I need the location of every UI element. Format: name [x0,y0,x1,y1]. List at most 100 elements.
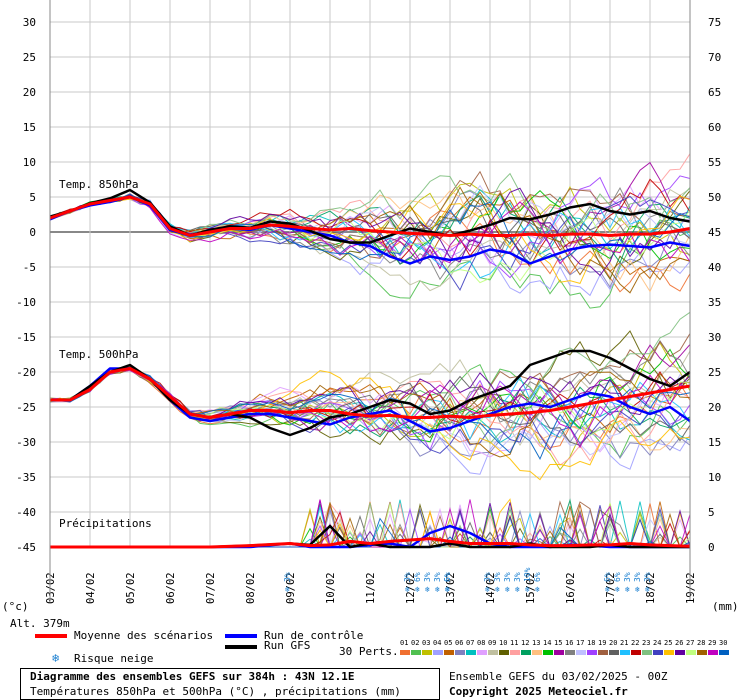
left-tick-label: -45 [16,541,36,554]
perts-label: 30 Perts. [339,645,399,658]
right-tick-label: 30 [708,331,721,344]
left-tick-label: -20 [16,366,36,379]
snow-risk-value: 6% [603,572,612,582]
series-mean850 [49,195,691,237]
snow-risk-row: 3%❄3%❄6%❄3%❄3%❄6%❄6%❄3%❄3%❄3%❄3%❄10%❄6%❄… [283,567,652,594]
right-tick-label: 75 [708,16,721,29]
right-tick-label: 35 [708,296,721,309]
snowflake-icon: ❄ [445,585,450,594]
run-info: Ensemble GEFS du 03/02/2025 - 00Z [449,670,668,683]
pert-number: 11 [510,639,519,647]
pert-number: 01 [400,639,409,647]
x-tick-label: 04/02 [85,572,97,604]
pert-swatch [631,650,641,655]
pert-number: 19 [598,639,607,647]
pert-swatch [686,650,696,655]
x-tick-label: 19/02 [685,572,697,604]
pert-swatch [521,650,531,655]
pert-swatch [642,650,652,655]
pert-swatch [609,650,619,655]
x-tick-label: 12/02 [405,572,417,604]
pert-number: 14 [543,639,552,647]
pert-swatch [433,650,443,655]
pert-number: 28 [697,639,706,647]
snowflake-icon: ❄ [515,585,520,594]
x-tick-label: 13/02 [445,572,457,604]
left-unit: (°c) [2,600,29,613]
snowflake-icon: ❄ [635,585,640,594]
legend-gfs-label: Run GFS [264,639,311,652]
pert-number: 29 [708,639,717,647]
pert-swatch [620,650,630,655]
member-850-line [49,195,691,265]
x-tick-label: 10/02 [325,572,337,604]
pert-number: 23 [642,639,651,647]
x-tick-label: 03/02 [45,572,57,604]
pert-number: 20 [609,639,618,647]
right-tick-label: 55 [708,156,721,169]
snowflake-icon: ❄ [625,585,630,594]
right-tick-label: 60 [708,121,721,134]
snow-risk-value: 6% [613,572,622,582]
right-tick-label: 5 [708,506,715,519]
left-tick-label: 15 [23,121,36,134]
pert-number: 05 [444,639,453,647]
pert-number: 30 [719,639,728,647]
snow-risk-value: 3% [403,572,412,582]
chart-grid [49,0,691,548]
left-tick-label: 30 [23,16,36,29]
legend-control-label: Run de contrôle [264,629,364,642]
legend-control-swatch [225,634,257,638]
left-tick-label: -15 [16,331,36,344]
pert-number: 17 [576,639,585,647]
snow-risk-value: 6% [533,572,542,582]
right-tick-label: 45 [708,226,721,239]
pert-number: 07 [466,639,475,647]
snow-risk-value: 6% [443,572,452,582]
pert-number: 03 [422,639,431,647]
series-meanP [50,537,691,549]
snow-risk-value: 3% [513,572,522,582]
pert-swatch [664,650,674,655]
pert-swatch [554,650,564,655]
left-tick-label: 20 [23,86,36,99]
label-t850: Temp. 850hPa [59,178,138,191]
left-tick-label: -5 [23,261,36,274]
right-tick-label: 10 [708,471,721,484]
snowflake-icon: ❄ [605,585,610,594]
pert-swatch [466,650,476,655]
pert-number: 04 [433,639,442,647]
left-tick-label: 25 [23,51,36,64]
snow-risk-value: 3% [633,572,642,582]
pert-number: 12 [521,639,530,647]
pert-swatch [444,650,454,655]
snow-risk-value: 3% [493,572,502,582]
x-tick-label: 07/02 [205,572,217,604]
snowflake-icon: ❄ [425,585,430,594]
snow-risk-value: 3% [423,572,432,582]
right-unit: (mm) [712,600,739,613]
pert-swatch [532,650,542,655]
x-tick-label: 08/02 [245,572,257,604]
legend-mean-swatch [35,634,67,638]
x-tick-label: 14/02 [485,572,497,604]
pert-number: 09 [488,639,497,647]
series-mean500 [50,367,691,419]
right-tick-label: 40 [708,261,721,274]
snowflake-icon: ❄ [495,585,500,594]
snowflake-icon: ❄ [415,585,420,594]
snowflake-icon: ❄ [645,585,650,594]
pert-number: 06 [455,639,464,647]
pert-number: 26 [675,639,684,647]
pert-swatch [477,650,487,655]
pert-swatch [598,650,608,655]
snowflake-icon: ❄ [405,585,410,594]
pert-swatch [653,650,663,655]
left-tick-label: -35 [16,471,36,484]
snow-risk-value: 10% [523,567,532,582]
right-tick-label: 65 [708,86,721,99]
x-tick-label: 11/02 [365,572,377,604]
pert-swatch [587,650,597,655]
right-tick-label: 15 [708,436,721,449]
